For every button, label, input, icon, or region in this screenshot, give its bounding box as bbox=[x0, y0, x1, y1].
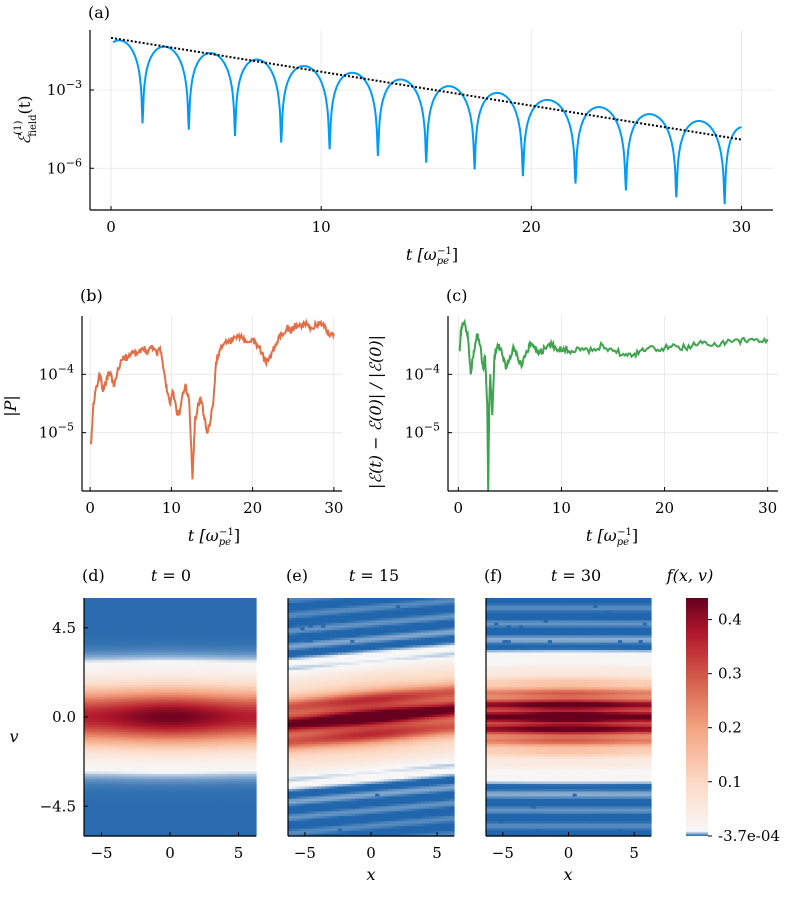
colorbar-tick-label: 0.4 bbox=[718, 611, 742, 629]
panel-e-x-tick-label: 5 bbox=[432, 844, 442, 862]
panel-c-x-tick-label: 30 bbox=[758, 499, 777, 517]
panel-f-heatmap: (f) t = 30 −5 0 5 x bbox=[484, 566, 652, 884]
panel-a-series-line bbox=[112, 39, 742, 205]
panel-c-line-chart: (c) 0 10 20 30 10−4 10−5 |ℰ(t) − ℰ(0)| / |ℰ(0… bbox=[366, 286, 778, 548]
panel-d-y-tick-label: −4.5 bbox=[40, 797, 76, 815]
panel-d-y-tick-label: 4.5 bbox=[52, 619, 76, 637]
panel-c-y-tick-label: 10−4 bbox=[405, 362, 440, 383]
panel-b-x-tick-label: 20 bbox=[243, 499, 262, 517]
panel-b-y-tick-label: 10−5 bbox=[39, 421, 74, 442]
panel-e-label: (e) bbox=[286, 566, 308, 585]
panel-f-x-axis-label: x bbox=[563, 865, 572, 884]
panel-c-series-line bbox=[458, 318, 769, 491]
panel-d-label: (d) bbox=[82, 566, 105, 585]
panel-a-x-axis-label: t [ωpe−1] bbox=[406, 245, 458, 267]
colorbar-label: f(x, v) bbox=[666, 566, 714, 585]
colorbar-tick-label: -3.7e-04 bbox=[718, 827, 780, 845]
panel-d-y-axis-label: v bbox=[9, 727, 18, 746]
panel-b-y-axis-label: |P| bbox=[1, 395, 20, 417]
panel-f-x-tick-label: 5 bbox=[629, 844, 639, 862]
colorbar-gradient bbox=[686, 598, 708, 836]
panel-d-x-tick-label: 5 bbox=[234, 844, 244, 862]
panel-a-x-tick-label: 0 bbox=[106, 218, 116, 236]
panel-f-label: (f) bbox=[484, 566, 502, 585]
panel-c-x-tick-label: 0 bbox=[454, 499, 464, 517]
panel-d-x-tick-label: 0 bbox=[165, 844, 175, 862]
panel-b-x-tick-label: 30 bbox=[324, 499, 343, 517]
panel-b-y-tick-label: 10−4 bbox=[39, 362, 74, 383]
panel-a-y-tick-label: 10−3 bbox=[47, 78, 82, 99]
panel-e-title: t = 15 bbox=[349, 566, 399, 585]
panel-e-x-axis-label: x bbox=[366, 865, 375, 884]
panel-a-x-tick-label: 30 bbox=[732, 218, 751, 236]
panel-e-x-tick-label: −5 bbox=[294, 844, 316, 862]
panel-f-x-tick-label: 0 bbox=[564, 844, 574, 862]
panel-a-y-tick-label: 10−6 bbox=[47, 156, 82, 177]
colorbar-tick-label: 0.3 bbox=[718, 665, 742, 683]
panel-f-title: t = 30 bbox=[551, 566, 601, 585]
colorbar-tick-label: 0.1 bbox=[718, 773, 742, 791]
panel-c-x-tick-label: 10 bbox=[552, 499, 571, 517]
panel-b-x-tick-label: 0 bbox=[85, 499, 95, 517]
panel-a-label: (a) bbox=[88, 3, 110, 22]
panel-a-line-chart: (a) 0 10 20 30 10−3 10−6 ℰ(1) field(t) t [ωpe−… bbox=[13, 3, 773, 267]
panel-d-heatmap: (d) t = 0 −5 0 5 4.5 0.0 −4.5 v bbox=[9, 566, 257, 862]
panel-f-x-tick-label: −5 bbox=[492, 844, 514, 862]
panel-b-x-axis-label: t [ωpe−1] bbox=[188, 526, 240, 548]
panel-d-title: t = 0 bbox=[151, 566, 191, 585]
panel-e-heatmap: (e) t = 15 −5 0 5 x bbox=[286, 566, 455, 884]
panel-b-x-tick-label: 10 bbox=[162, 499, 181, 517]
panel-b-label: (b) bbox=[80, 286, 103, 305]
panel-c-x-tick-label: 20 bbox=[655, 499, 674, 517]
panel-c-y-axis-label: |ℰ(t) − ℰ(0)| / |ℰ(0)| bbox=[366, 335, 385, 489]
panel-c-y-tick-label: 10−5 bbox=[405, 421, 440, 442]
panel-a-fit-line bbox=[110, 36, 742, 141]
panel-c-label: (c) bbox=[446, 286, 467, 305]
panel-a-y-axis-label: ℰ(1) field(t) bbox=[13, 96, 39, 145]
panel-a-x-tick-label: 20 bbox=[522, 218, 541, 236]
panel-d-x-tick-label: −5 bbox=[90, 844, 112, 862]
panel-b-series-line bbox=[89, 317, 335, 480]
colorbar: f(x, v) 0.4 0.3 0.2 0.1 -3.7e-04 bbox=[666, 566, 780, 845]
panel-e-x-tick-label: 0 bbox=[366, 844, 376, 862]
panel-b-line-chart: (b) 0 10 20 30 10−4 10−5 |P| t [ωpe−1] bbox=[1, 286, 343, 548]
colorbar-tick-label: 0.2 bbox=[718, 719, 742, 737]
panel-d-y-tick-label: 0.0 bbox=[52, 708, 76, 726]
panel-c-x-axis-label: t [ωpe−1] bbox=[586, 526, 638, 548]
panel-a-x-tick-label: 10 bbox=[312, 218, 331, 236]
